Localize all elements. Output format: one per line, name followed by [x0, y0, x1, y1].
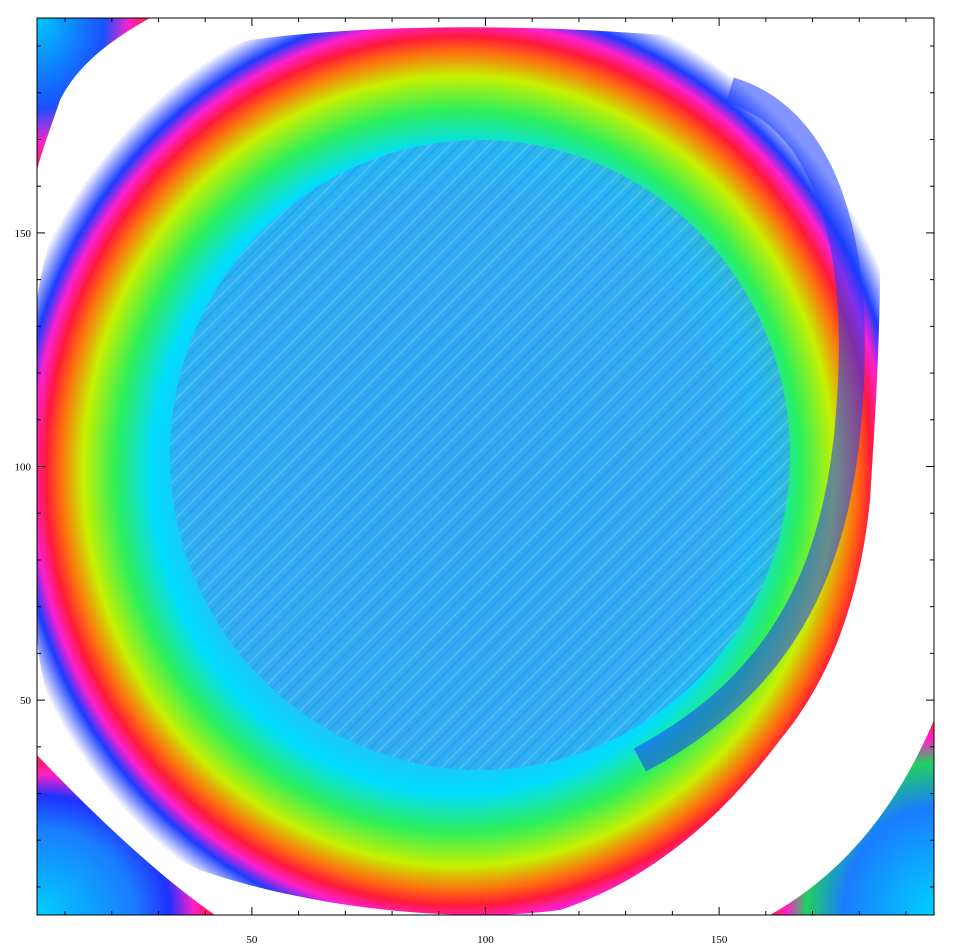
- y-tick-label: 150: [15, 228, 32, 240]
- x-tick-label: 150: [711, 934, 728, 946]
- y-tick-label: 50: [20, 695, 32, 707]
- dark-blue-arc: [633, 77, 865, 772]
- y-tick-label: 100: [15, 462, 32, 474]
- interior-core-texture: [170, 140, 790, 770]
- y-axis-ticks: [37, 45, 934, 888]
- x-axis-ticks: [64, 18, 907, 915]
- y-axis-tick-labels: 50 100 150: [15, 228, 32, 707]
- heatmap-field: [37, 18, 934, 915]
- x-tick-label: 50: [246, 934, 258, 946]
- x-axis-tick-labels: 50 100 150: [246, 934, 727, 946]
- corner-region-bottom-left: [37, 755, 215, 915]
- corner-region-top-left: [37, 18, 150, 170]
- corner-region-bottom-right: [770, 720, 934, 915]
- x-tick-label: 100: [477, 934, 494, 946]
